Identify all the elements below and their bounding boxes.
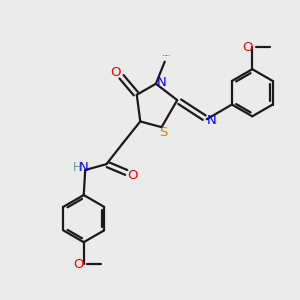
Text: methyl: methyl [166, 55, 171, 56]
Text: H: H [73, 161, 81, 174]
Text: O: O [128, 169, 138, 182]
Text: methyl: methyl [163, 55, 168, 56]
Text: N: N [79, 161, 88, 174]
Text: N: N [207, 114, 217, 127]
Text: S: S [159, 126, 167, 139]
Text: O: O [110, 66, 121, 79]
Text: O: O [242, 40, 252, 54]
Text: N: N [156, 76, 166, 89]
Text: O: O [73, 258, 84, 271]
